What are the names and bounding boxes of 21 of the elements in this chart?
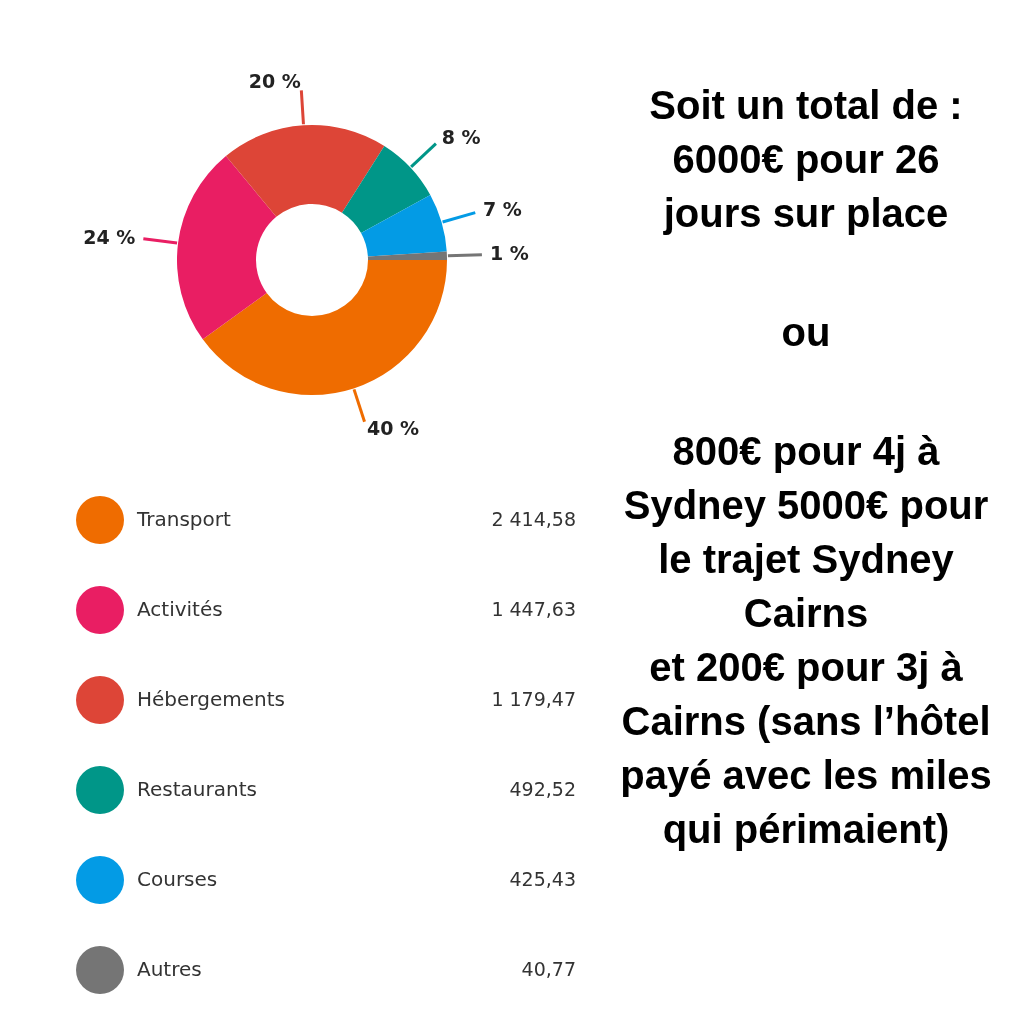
legend-label: Courses [137,867,218,891]
data-label: 8 % [441,126,481,149]
text: ou [781,309,831,354]
data-label: 1 % [489,242,529,265]
text: 492,52 [509,778,576,800]
data-label: 7 % [482,198,522,221]
text: 800€ pour 4j à Sydney 5000€ pour le trajet Sydney Cairns et 200€ pour 3j à Cairns (sans l’hôtel payé avec les miles qui périmaient) [620,428,992,851]
data-label: 40 % [367,417,420,440]
legend-label: Restaurants [137,777,257,801]
text: 1 447,63 [491,598,576,620]
text: Soit un total de : 6000€ pour 26 jours sur place [649,83,963,235]
text: 1 179,47 [491,688,576,710]
data-label: 20 % [248,70,301,93]
text: 40,77 [521,958,576,980]
text: 2 414,58 [491,508,576,530]
legend-label: Hébergements [137,687,285,711]
text: 425,43 [509,868,576,890]
legend-label: Transport [136,507,232,531]
legend-label: Autres [137,957,202,981]
legend-label: Activités [137,597,223,621]
data-label: 24 % [83,225,136,248]
